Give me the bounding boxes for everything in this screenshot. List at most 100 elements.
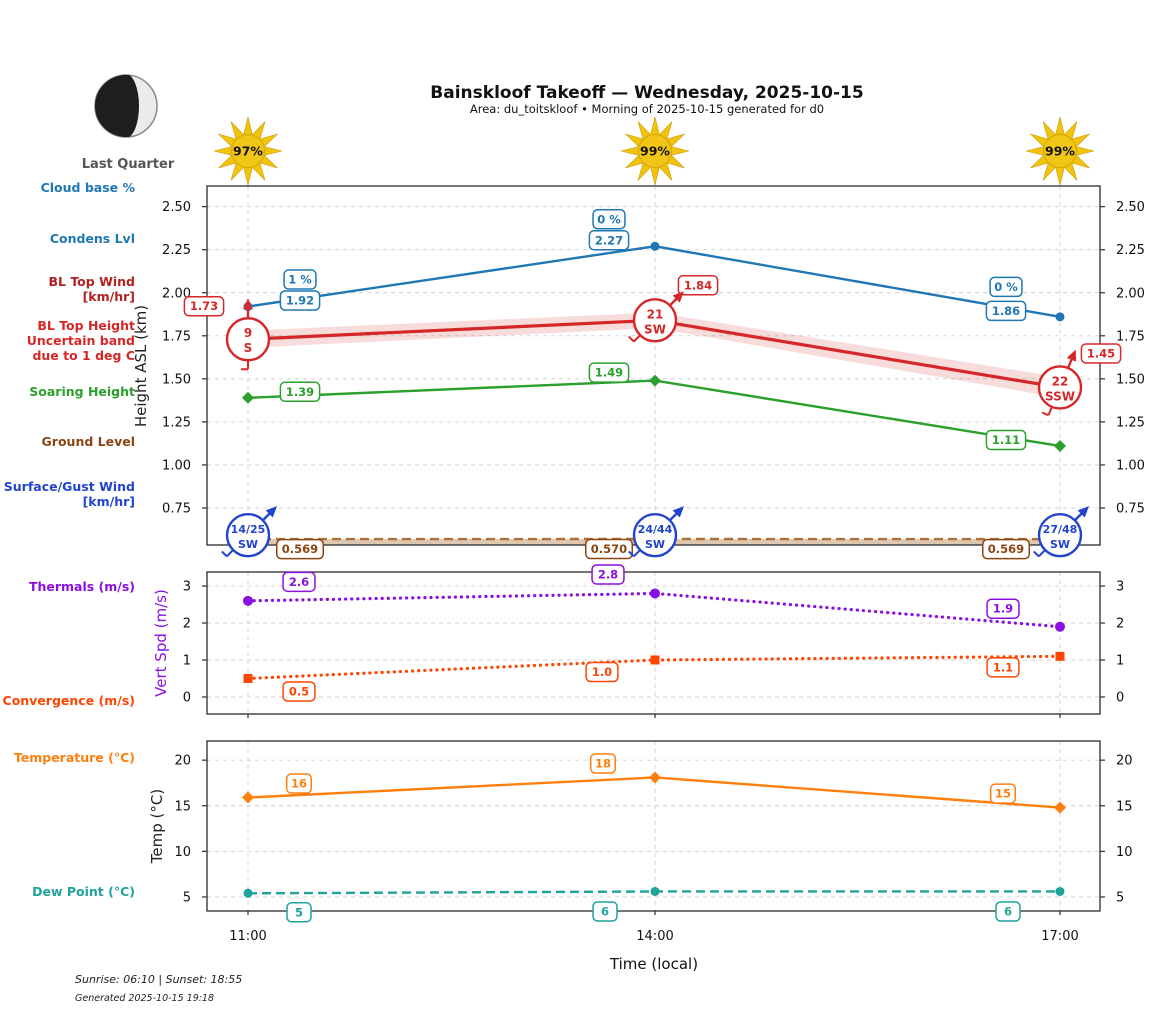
label-convergence: Convergence (m/s) [2,693,135,708]
y-axis-title-vert: Vert Spd (m/s) [152,589,170,697]
svg-text:5: 5 [295,905,303,919]
label-condens-lvl: Condens Lvl [49,231,135,246]
svg-text:SSW: SSW [1045,389,1075,403]
svg-text:0.75: 0.75 [1116,501,1145,516]
svg-text:2.50: 2.50 [1116,200,1145,215]
svg-text:2.25: 2.25 [162,243,191,258]
label-uncertain-band-2: due to 1 deg C [32,348,135,363]
svg-text:2.50: 2.50 [162,200,191,215]
svg-text:2.6: 2.6 [289,575,309,589]
svg-text:S: S [244,341,253,355]
label-uncertain-band: Uncertain band [26,333,135,348]
svg-text:2: 2 [183,617,191,632]
label-bl-top-wind: BL Top Wind [48,274,135,289]
svg-text:0.569: 0.569 [988,542,1024,556]
label-soaring-height: Soaring Height [29,384,135,399]
svg-text:5: 5 [183,890,191,905]
svg-text:1.49: 1.49 [595,366,623,380]
label-cloud-base: Cloud base % [40,180,135,195]
svg-text:1: 1 [1116,654,1124,669]
svg-text:1.1: 1.1 [993,660,1013,674]
label-bl-top-height: BL Top Height [37,318,135,333]
svg-text:1 %: 1 % [288,273,312,287]
y-axis-title-temp: Temp (°C) [148,788,166,864]
svg-text:1.86: 1.86 [992,304,1020,318]
label-surface-wind: Surface/Gust Wind [3,479,135,494]
svg-text:1: 1 [183,654,191,669]
svg-text:3: 3 [183,580,191,595]
svg-text:0 %: 0 % [994,280,1018,294]
svg-text:1.25: 1.25 [162,415,191,430]
svg-text:1.45: 1.45 [1087,346,1115,360]
svg-text:1.92: 1.92 [286,294,314,308]
label-surface-wind-unit: [km/hr] [82,494,135,509]
svg-text:6: 6 [1004,904,1012,918]
svg-text:5: 5 [1116,890,1124,905]
svg-text:16: 16 [291,777,307,791]
svg-text:24/44: 24/44 [638,523,673,536]
label-bl-top-wind-unit: [km/hr] [82,289,135,304]
svg-text:1.00: 1.00 [162,458,191,473]
page-title: Bainskloof Takeoff — Wednesday, 2025-10-… [430,83,864,103]
svg-text:1.11: 1.11 [992,433,1020,447]
svg-text:1.75: 1.75 [162,329,191,344]
svg-text:15: 15 [174,799,191,814]
svg-text:1.0: 1.0 [592,665,612,679]
svg-text:1.25: 1.25 [1116,415,1145,430]
label-temperature: Temperature (°C) [13,750,135,765]
svg-text:2.00: 2.00 [1116,286,1145,301]
svg-text:SW: SW [645,538,665,551]
svg-text:97%: 97% [233,144,263,159]
svg-text:2: 2 [1116,617,1124,632]
svg-text:2.8: 2.8 [598,567,618,581]
svg-text:0.5: 0.5 [289,685,309,699]
svg-text:1.50: 1.50 [1116,372,1145,387]
svg-text:15: 15 [995,787,1011,801]
svg-text:21: 21 [647,307,664,321]
svg-text:99%: 99% [1045,144,1075,159]
svg-text:0.570: 0.570 [591,542,627,556]
x-tick-1700: 17:00 [1041,929,1079,944]
x-tick-1400: 14:00 [636,929,674,944]
page-subtitle: Area: du_toitskloof • Morning of 2025-10… [469,102,825,116]
svg-text:1.9: 1.9 [993,602,1013,616]
svg-text:2.00: 2.00 [162,286,191,301]
svg-text:1.50: 1.50 [162,372,191,387]
generated-note: Generated 2025-10-15 19:18 [75,993,215,1004]
svg-text:27/48: 27/48 [1043,523,1078,536]
svg-text:9: 9 [244,326,252,340]
svg-text:18: 18 [595,756,611,770]
y-axis-title-height: Height ASL (km) [132,304,150,428]
svg-text:1.73: 1.73 [190,299,218,313]
svg-text:SW: SW [238,538,258,551]
svg-text:10: 10 [1116,845,1133,860]
svg-text:22: 22 [1052,374,1069,388]
svg-text:SW: SW [644,322,666,336]
label-thermals: Thermals (m/s) [28,579,135,594]
x-tick-1100: 11:00 [229,929,267,944]
svg-text:1.39: 1.39 [286,385,314,399]
svg-text:1.84: 1.84 [684,278,712,292]
svg-text:1.00: 1.00 [1116,458,1145,473]
moon-phase-icon [94,74,158,138]
svg-text:0 %: 0 % [597,212,621,226]
svg-text:3: 3 [1116,580,1124,595]
svg-text:20: 20 [174,754,191,769]
svg-text:0.75: 0.75 [162,501,191,516]
svg-text:2.27: 2.27 [595,233,623,247]
svg-text:0.569: 0.569 [282,542,318,556]
sunrise-sunset-note: Sunrise: 06:10 | Sunset: 18:55 [75,973,243,986]
moon-phase-label: Last Quarter [81,157,175,172]
x-axis-title: Time (local) [609,955,699,973]
svg-text:6: 6 [601,904,609,918]
svg-text:2.25: 2.25 [1116,243,1145,258]
label-dew-point: Dew Point (°C) [32,884,135,899]
svg-text:0: 0 [183,690,191,705]
label-ground-level: Ground Level [41,434,135,449]
svg-text:0: 0 [1116,690,1124,705]
svg-text:SW: SW [1050,538,1070,551]
svg-text:1.75: 1.75 [1116,329,1145,344]
svg-text:20: 20 [1116,754,1133,769]
